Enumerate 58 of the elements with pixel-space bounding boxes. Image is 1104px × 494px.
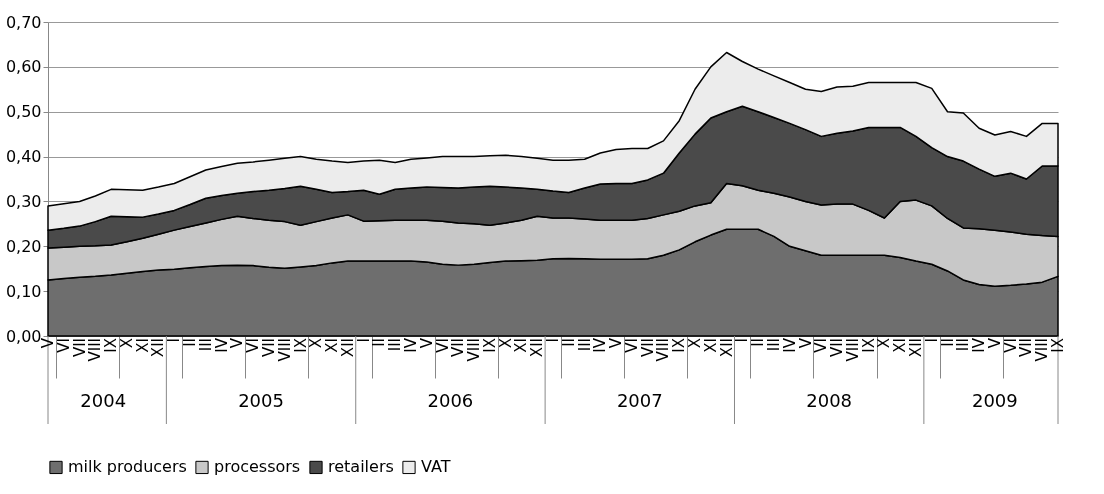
x-tick-label: IX	[291, 338, 310, 353]
y-tick-label: 0,20	[5, 236, 42, 256]
x-tick-label: IV	[780, 337, 799, 353]
x-tick-label: I	[922, 338, 941, 343]
x-tick-label: VIII	[86, 338, 105, 362]
x-tick-label: X	[875, 338, 894, 349]
x-tick-label: I	[165, 338, 184, 343]
text: 2009	[971, 390, 1018, 411]
y-tick-label: 0,30	[5, 191, 42, 211]
x-tick-label: VII	[638, 338, 657, 358]
x-tick-label: III	[575, 338, 594, 352]
x-tick-label: XII	[717, 338, 736, 358]
legend-label: processors	[214, 457, 301, 477]
x-tick-label: VIII	[654, 338, 673, 362]
text: 2007	[616, 390, 663, 411]
y-tick-label: 0,10	[5, 281, 42, 301]
x-tick-label: VII	[449, 338, 468, 358]
legend-label: VAT	[421, 457, 451, 477]
x-tick-label: X	[496, 338, 515, 349]
x-tick-label: VII	[1017, 338, 1036, 358]
x-tick-label: XI	[133, 338, 152, 353]
x-tick-label: XII	[528, 338, 547, 358]
x-tick-label: IV	[212, 337, 231, 353]
text: 2006	[427, 390, 474, 411]
x-tick-label: XII	[149, 338, 168, 358]
text: 2008	[806, 390, 853, 411]
x-tick-label: VIII	[1033, 338, 1052, 362]
x-tick-label: VII	[70, 338, 89, 358]
y-tick-label: 0,40	[5, 147, 42, 167]
text: 2005	[238, 390, 284, 411]
y-tick-label: 0,70	[5, 12, 42, 32]
x-tick-label: V	[417, 337, 436, 349]
legend-label: retailers	[328, 457, 394, 477]
x-tick-label: IX	[670, 338, 689, 353]
y-tick-label: 0,00	[5, 326, 42, 346]
x-tick-label: I	[544, 338, 562, 343]
x-tick-label: IX	[859, 338, 878, 353]
x-tick-label: II	[370, 338, 389, 347]
x-tick-label: XI	[512, 338, 531, 353]
y-tick-label: 0,50	[5, 102, 42, 122]
x-tick-label: VI	[812, 338, 831, 353]
y-tick-label: 0,60	[5, 57, 42, 77]
x-tick-label: III	[954, 338, 973, 352]
x-tick-label: X	[307, 338, 326, 349]
x-tick-label: V	[228, 337, 247, 349]
x-tick-label: I	[733, 338, 752, 343]
x-tick-label: I	[354, 338, 373, 343]
x-tick-label: IV	[591, 337, 610, 353]
x-tick-label: II	[559, 338, 578, 347]
x-tick-label: VI	[54, 338, 73, 353]
x-tick-label: II	[938, 338, 957, 347]
legend-label: milk producers	[68, 457, 187, 477]
x-tick-label: VIII	[275, 338, 294, 362]
x-tick-label: V	[796, 337, 815, 349]
text: 2004	[80, 390, 127, 411]
x-tick-label: IX	[1049, 338, 1067, 353]
x-tick-label: VI	[1001, 338, 1020, 353]
x-tick-label: VI	[433, 338, 452, 353]
